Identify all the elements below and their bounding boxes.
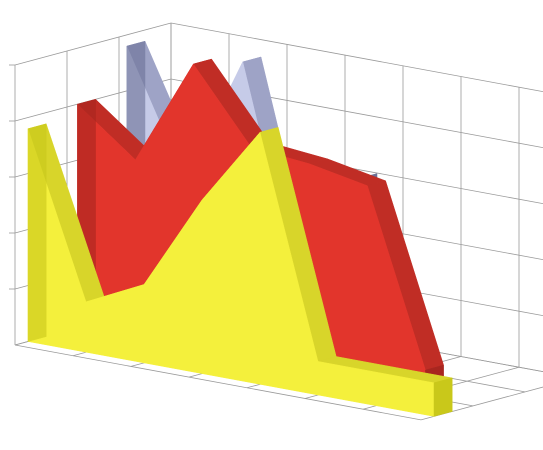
- gridline-floor: [14, 344, 422, 421]
- gridline-back-h: [170, 22, 543, 93]
- chart-series: [27, 40, 453, 417]
- series-1-end-cap: [433, 377, 453, 417]
- series-1-area: [27, 123, 453, 417]
- gridline-left-h: [14, 22, 172, 66]
- series-1-start-cap: [27, 123, 47, 342]
